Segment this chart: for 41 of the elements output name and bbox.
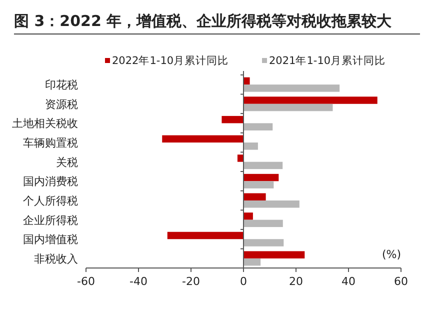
x-tick-label: 60: [394, 275, 408, 288]
bar: [244, 193, 266, 200]
bar: [167, 232, 244, 240]
bar: [244, 212, 253, 220]
y-tick-label: 国内消费税: [23, 175, 78, 188]
bar: [244, 200, 300, 208]
bar: [244, 251, 305, 258]
bar: [244, 174, 279, 182]
bar: [244, 239, 284, 246]
bar: [237, 154, 244, 162]
bar: [222, 116, 244, 124]
x-tick-label: 0: [240, 275, 247, 288]
y-tick-label: 印花税: [45, 78, 78, 92]
y-tick-label: 土地相关税收: [12, 117, 78, 130]
bar: [244, 84, 340, 92]
bar: [244, 104, 333, 112]
bar: [162, 135, 244, 143]
y-tick-label: 车辆购置税: [23, 136, 78, 150]
bar: [244, 258, 261, 266]
x-tick-label: 20: [289, 275, 303, 288]
bar: [244, 96, 378, 104]
bar: [244, 123, 273, 130]
bar: [244, 142, 258, 150]
y-tick-label: 资源税: [45, 98, 78, 111]
x-tick-label: -40: [130, 275, 148, 288]
x-tick-label: -20: [182, 275, 200, 288]
x-tick-label: 40: [342, 275, 356, 288]
bar: [244, 181, 274, 188]
bar: [244, 162, 283, 170]
bar: [244, 220, 283, 228]
bar: [244, 77, 250, 85]
x-axis-title: (%): [382, 248, 401, 261]
y-tick-label: 国内增值税: [23, 233, 78, 246]
x-tick-label: -60: [77, 275, 95, 288]
legend-label: 2022年1-10月累计同比: [112, 54, 229, 67]
y-tick-label: 个人所得税: [23, 194, 78, 208]
y-tick-label: 非税收入: [34, 252, 78, 266]
legend-label: 2021年1-10月累计同比: [269, 54, 386, 67]
y-tick-label: 企业所得税: [23, 214, 78, 227]
chart-title: 图 3：2022 年，增值税、企业所得税等对税收拖累较大: [14, 12, 393, 30]
y-tick-label: 关税: [56, 156, 78, 169]
